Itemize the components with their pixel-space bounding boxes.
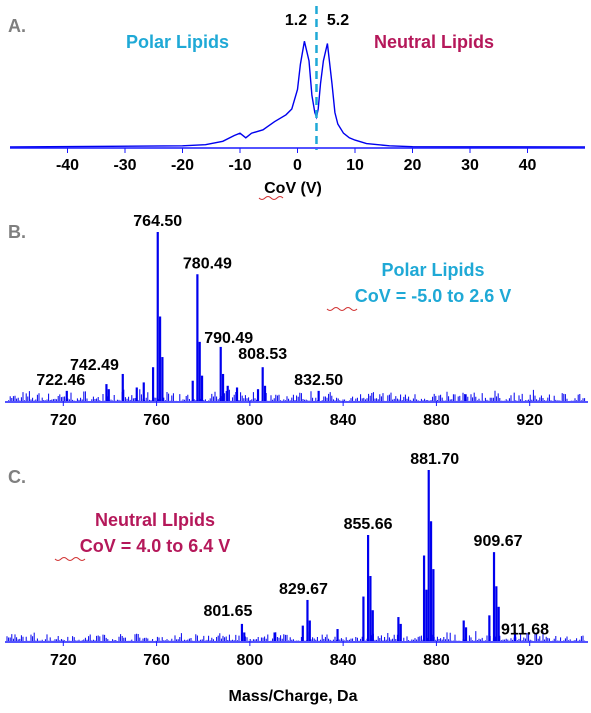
panel-b-baseline-noise	[8, 389, 586, 401]
panel-c-peak-label: 881.70	[410, 451, 459, 468]
panel-a-tick-label: 30	[461, 157, 479, 174]
panel-b-peak-label: 764.50	[133, 213, 182, 230]
panel-b-peaks	[65, 232, 467, 401]
panel-a-tick-label: 40	[519, 157, 537, 174]
panel-c-tick-label: 840	[330, 652, 357, 669]
panel-b-noise-trace	[8, 389, 586, 401]
panel-b: B. Polar Lipids CoV = -5.0 to 2.6 V 720 7…	[5, 213, 588, 429]
panel-a-tick-label: 20	[404, 157, 422, 174]
panel-c-tick-label: 800	[237, 652, 264, 669]
panel-b-annotation-line1: Polar Lipids	[381, 260, 484, 280]
panel-c-x-label: Mass/Charge, Da	[229, 688, 358, 705]
panel-b-annotation-line2: CoV = -5.0 to 2.6 V	[355, 286, 512, 306]
panel-b-peak-label: 808.53	[238, 346, 287, 363]
panel-a-letter: A.	[8, 16, 26, 36]
panel-b-ticks: 720 760 800 840 880 920	[50, 401, 543, 429]
spellcheck-squiggle	[54, 557, 86, 561]
panel-a-tick-label: -30	[113, 157, 136, 174]
panel-a-peak-label-1: 1.2	[285, 12, 307, 29]
panel-b-tick-label: 920	[516, 412, 543, 429]
panel-b-tick-label: 720	[50, 412, 77, 429]
panel-b-tick-label: 800	[237, 412, 264, 429]
panel-c: C. Neutral LIpids CoV = 4.0 to 6.4 V 720…	[5, 451, 588, 705]
panel-b-tick-label: 840	[330, 412, 357, 429]
panel-c-peak-labels: 881.70 855.66 909.67 829.67 801.65 911.68	[203, 451, 549, 638]
panel-a-tick-label: -20	[171, 157, 194, 174]
panel-c-peak-label: 911.68	[501, 621, 549, 638]
panel-a-tick-label: 0	[293, 157, 302, 174]
panel-a-tick-label: 10	[346, 157, 364, 174]
panel-c-baseline-noise	[6, 631, 586, 641]
panel-a-neutral-label: Neutral Lipids	[374, 32, 494, 52]
panel-b-peak-label: 780.49	[183, 255, 232, 272]
spellcheck-squiggle	[258, 196, 284, 200]
panel-b-letter: B.	[8, 222, 26, 242]
panel-c-peak-label: 801.65	[203, 603, 252, 620]
panel-c-peak-label: 909.67	[474, 533, 523, 550]
panel-c-tick-label: 920	[516, 652, 543, 669]
panel-c-tick-label: 760	[143, 652, 170, 669]
panel-b-peak-label: 832.50	[294, 372, 343, 389]
panel-a-tick-label: -40	[56, 157, 79, 174]
panel-c-annotation-line2: CoV = 4.0 to 6.4 V	[80, 536, 231, 556]
panel-a-trace	[9, 41, 586, 148]
panel-c-tick-label: 720	[50, 652, 77, 669]
panel-a-tick-label: -10	[228, 157, 251, 174]
panel-b-peak-label: 790.49	[204, 330, 253, 347]
panel-a: A. Polar Lipids Neutral Lipids 1.2 5.2 -…	[8, 6, 586, 200]
panel-a-ticks: -40 -30 -20 -10 0 10 20 30 40	[56, 148, 537, 174]
panel-b-tick-label: 760	[143, 412, 170, 429]
panel-c-peaks	[240, 470, 517, 641]
panel-c-tick-label: 880	[423, 652, 450, 669]
panel-b-tick-label: 880	[423, 412, 450, 429]
panel-c-noise-trace	[6, 631, 586, 641]
panel-c-peak-label: 855.66	[344, 516, 393, 533]
panel-c-ticks: 720 760 800 840 880 920	[50, 641, 543, 669]
spellcheck-squiggle	[326, 307, 358, 311]
panel-a-polar-label: Polar Lipids	[126, 32, 229, 52]
panel-b-peak-label: 742.49	[70, 357, 119, 374]
panel-c-peak-label: 829.67	[279, 581, 328, 598]
panel-b-peak-label: 722.46	[36, 372, 85, 389]
panel-a-x-label: CoV (V)	[264, 180, 322, 197]
panel-c-letter: C.	[8, 467, 26, 487]
panel-a-peak-label-2: 5.2	[327, 12, 349, 29]
panel-c-annotation-line1: Neutral LIpids	[95, 510, 215, 530]
